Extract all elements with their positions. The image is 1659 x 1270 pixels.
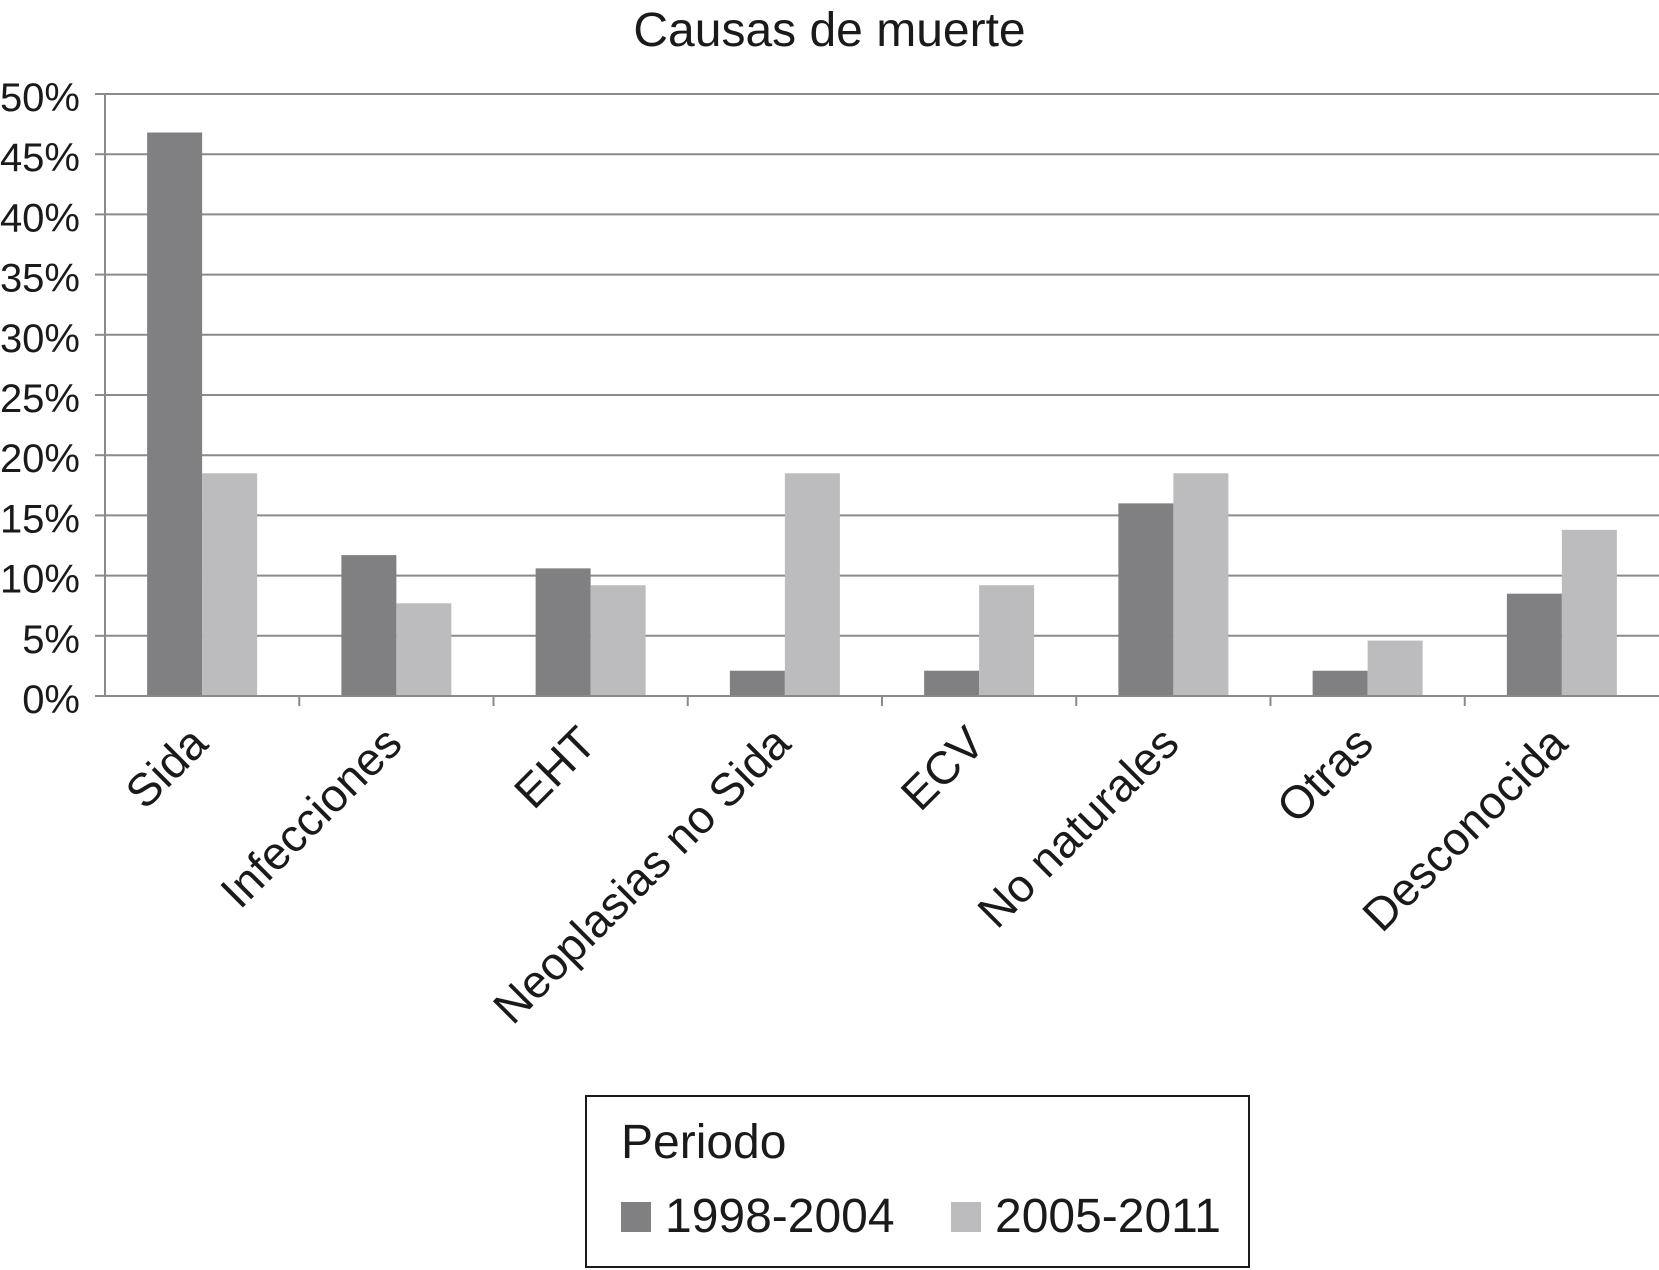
legend-swatch-series-2 — [951, 1201, 981, 1232]
legend: Periodo 1998-2004 2005-2011 — [585, 1095, 1250, 1268]
y-axis-ticks: 0% 5% 10% 15% 20% 25% 30% 35% 40% 45% 50% — [0, 76, 105, 722]
y-tick-label: 35% — [0, 257, 80, 301]
bar-2 — [979, 585, 1035, 696]
bar-2 — [1561, 529, 1617, 696]
x-tick-label: Infecciones — [210, 716, 411, 917]
y-tick-label: 30% — [0, 317, 80, 361]
bar-1 — [1312, 670, 1368, 696]
bar-2 — [1173, 473, 1229, 696]
bar-2 — [202, 473, 258, 696]
gridlines — [105, 93, 1659, 637]
bar-1 — [1506, 593, 1562, 696]
legend-item-series-2: 2005-2011 — [951, 1189, 1221, 1244]
bars — [147, 132, 1617, 696]
bar-2 — [396, 603, 452, 696]
y-tick-label: 10% — [0, 558, 80, 602]
bar-1 — [341, 555, 397, 696]
y-tick-label: 50% — [0, 76, 80, 120]
legend-label-series-2: 2005-2011 — [995, 1190, 1221, 1243]
legend-item-series-1: 1998-2004 — [621, 1189, 895, 1244]
x-tick-label: Desconocida — [1352, 716, 1577, 941]
y-tick-label: 45% — [0, 136, 80, 180]
y-tick-label: 15% — [0, 497, 80, 541]
y-tick-label: 25% — [0, 377, 80, 421]
chart-title: Causas de muerte — [633, 4, 1026, 57]
bar-1 — [535, 568, 591, 696]
bar-1 — [147, 132, 203, 696]
legend-swatch-series-1 — [621, 1201, 651, 1232]
x-tick-label: Otras — [1266, 716, 1382, 832]
bar-1 — [729, 670, 785, 696]
x-tick-label: No naturales — [967, 716, 1188, 937]
bar-1 — [924, 670, 980, 696]
x-tick-label: Sida — [115, 716, 217, 818]
bar-2 — [590, 585, 646, 696]
legend-label-series-1: 1998-2004 — [665, 1190, 895, 1243]
y-tick-label: 20% — [0, 437, 80, 481]
y-tick-label: 40% — [0, 196, 80, 240]
x-tick-label: ECV — [891, 716, 995, 820]
x-tick-label: EHT — [504, 716, 606, 818]
bar-2 — [784, 473, 840, 696]
y-tick-label: 5% — [22, 618, 80, 662]
legend-title: Periodo — [621, 1116, 787, 1169]
bar-2 — [1367, 640, 1423, 696]
y-tick-label: 0% — [22, 678, 80, 722]
bar-1 — [1118, 503, 1174, 696]
